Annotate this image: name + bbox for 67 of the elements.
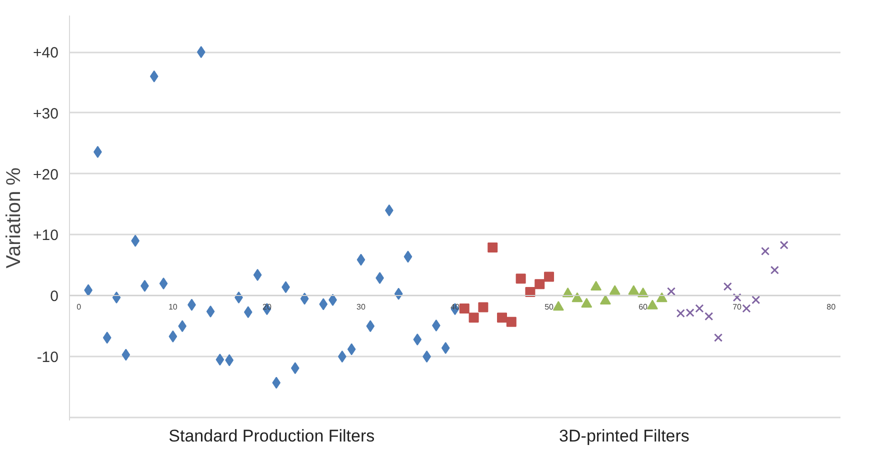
- text: 3D-printed Filters: [559, 426, 690, 446]
- point: [581, 298, 592, 308]
- point: [300, 292, 309, 305]
- point: [534, 279, 545, 290]
- point: [413, 334, 422, 346]
- point: [356, 254, 366, 266]
- y-tick-label: -10: [36, 349, 59, 366]
- point: [206, 305, 215, 318]
- point: [572, 292, 583, 302]
- y-tick-label: +40: [33, 44, 59, 62]
- point: [319, 298, 328, 310]
- point: [714, 333, 723, 342]
- point: [752, 296, 760, 304]
- point: [102, 332, 112, 344]
- point: [525, 286, 536, 297]
- point: [506, 316, 516, 327]
- point: [225, 354, 234, 366]
- y-axis-title: Variation %: [3, 167, 26, 268]
- text: Standard Production Filters: [168, 426, 375, 446]
- point: [760, 246, 770, 256]
- point: [497, 312, 508, 323]
- point: [468, 312, 479, 323]
- x-tick-label: 0: [76, 302, 82, 312]
- point: [112, 291, 121, 304]
- point: [272, 376, 281, 389]
- point: [253, 268, 262, 281]
- point: [459, 303, 470, 314]
- point: [770, 266, 779, 274]
- point: [478, 302, 488, 312]
- x-tick-label: 80: [826, 302, 836, 312]
- y-tick-label: +30: [33, 105, 59, 122]
- point: [732, 293, 742, 302]
- point: [150, 70, 158, 82]
- point: [646, 300, 658, 310]
- x-tick-label: 30: [356, 302, 366, 312]
- point: [196, 46, 206, 58]
- point: [656, 292, 668, 302]
- x-tick-label: 70: [732, 302, 742, 312]
- point: [628, 285, 640, 295]
- x-tick-label: 10: [168, 302, 178, 312]
- point: [723, 282, 732, 291]
- point: [168, 330, 178, 342]
- point: [666, 287, 676, 296]
- point: [600, 294, 611, 305]
- point: [780, 240, 788, 250]
- point: [742, 304, 751, 313]
- point: [244, 306, 252, 318]
- point: [290, 362, 300, 374]
- point: [544, 272, 554, 282]
- point: [695, 304, 704, 313]
- y-tick-label: +20: [33, 166, 59, 184]
- point: [488, 242, 498, 253]
- point: [516, 274, 526, 284]
- point: [441, 342, 450, 354]
- x-tick-label: 60: [638, 302, 648, 312]
- point: [609, 285, 620, 295]
- y-tick-label: +10: [33, 227, 59, 244]
- point: [552, 300, 564, 311]
- point: [704, 312, 714, 321]
- point: [366, 320, 375, 332]
- point: [216, 354, 224, 366]
- point: [159, 277, 168, 290]
- point: [404, 250, 412, 263]
- point: [122, 348, 130, 361]
- point: [347, 343, 356, 356]
- x-tick-label: 50: [544, 302, 554, 312]
- point: [590, 280, 602, 291]
